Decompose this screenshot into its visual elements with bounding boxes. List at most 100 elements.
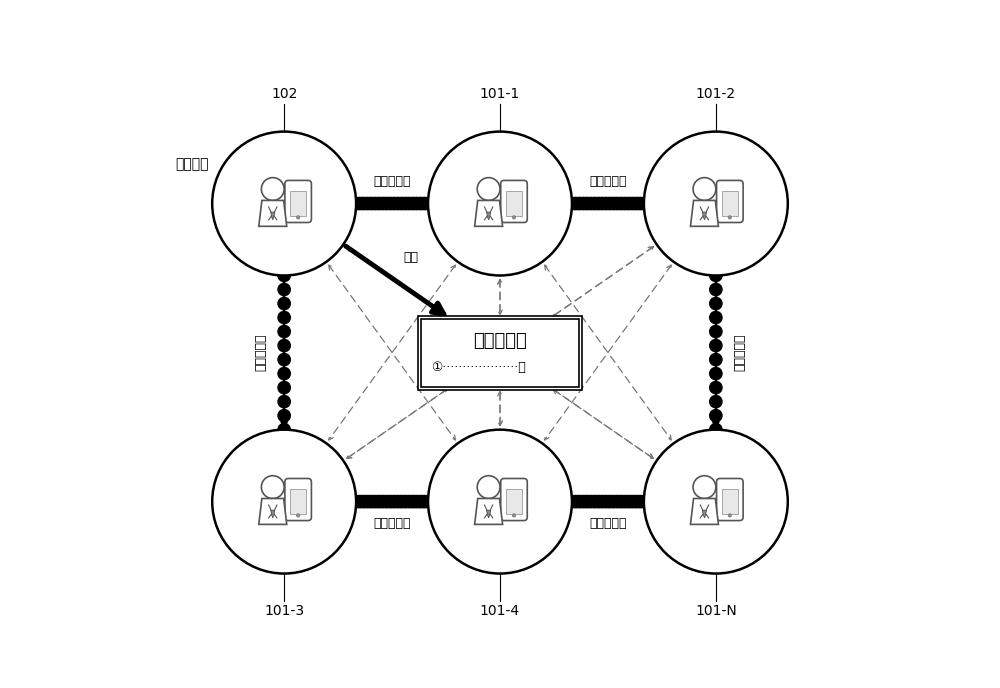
FancyBboxPatch shape <box>506 191 522 215</box>
Circle shape <box>278 409 290 422</box>
Text: 连接: 连接 <box>404 251 419 264</box>
Circle shape <box>261 475 284 499</box>
Text: 101-4: 101-4 <box>480 604 520 619</box>
Circle shape <box>566 495 578 508</box>
Circle shape <box>278 325 290 338</box>
Circle shape <box>592 495 605 508</box>
Circle shape <box>710 367 722 380</box>
Circle shape <box>477 178 500 200</box>
Text: 101-2: 101-2 <box>696 87 736 100</box>
Polygon shape <box>702 510 707 518</box>
Circle shape <box>399 197 411 210</box>
Circle shape <box>611 495 624 508</box>
Circle shape <box>428 429 572 574</box>
Text: 认证服务器: 认证服务器 <box>473 332 527 350</box>
Circle shape <box>710 424 722 436</box>
Circle shape <box>619 495 631 508</box>
Circle shape <box>577 495 589 508</box>
Circle shape <box>596 197 608 210</box>
Circle shape <box>418 197 430 210</box>
Text: ①···················Ⓝ: ①···················Ⓝ <box>431 361 525 374</box>
Circle shape <box>384 197 396 210</box>
Circle shape <box>278 269 290 281</box>
Circle shape <box>589 197 601 210</box>
Circle shape <box>573 495 586 508</box>
Circle shape <box>418 495 430 508</box>
Polygon shape <box>259 200 287 226</box>
Circle shape <box>634 197 646 210</box>
Circle shape <box>278 396 290 408</box>
Circle shape <box>414 495 427 508</box>
Circle shape <box>358 495 370 508</box>
Circle shape <box>369 197 381 210</box>
Circle shape <box>278 367 290 380</box>
Circle shape <box>380 495 393 508</box>
FancyBboxPatch shape <box>418 316 582 390</box>
Circle shape <box>710 339 722 352</box>
Circle shape <box>212 131 356 275</box>
Circle shape <box>710 381 722 394</box>
Circle shape <box>388 495 400 508</box>
Circle shape <box>728 216 731 219</box>
Circle shape <box>361 495 374 508</box>
Circle shape <box>411 197 423 210</box>
Circle shape <box>710 312 722 323</box>
Polygon shape <box>271 510 275 518</box>
Circle shape <box>710 396 722 408</box>
Circle shape <box>376 197 389 210</box>
Circle shape <box>644 429 788 574</box>
Text: 有效性验证: 有效性验证 <box>589 517 627 530</box>
Circle shape <box>350 197 362 210</box>
Circle shape <box>212 429 356 574</box>
Circle shape <box>604 495 616 508</box>
Circle shape <box>477 475 500 499</box>
Circle shape <box>634 495 646 508</box>
Polygon shape <box>702 212 707 220</box>
Circle shape <box>395 495 408 508</box>
Text: 101-1: 101-1 <box>480 87 520 100</box>
Circle shape <box>600 495 612 508</box>
Circle shape <box>577 197 589 210</box>
Polygon shape <box>690 499 718 524</box>
Circle shape <box>365 495 377 508</box>
Circle shape <box>350 495 362 508</box>
Circle shape <box>600 197 612 210</box>
Polygon shape <box>487 212 491 220</box>
Circle shape <box>573 197 586 210</box>
Polygon shape <box>259 499 287 524</box>
Circle shape <box>589 495 601 508</box>
Polygon shape <box>487 510 491 518</box>
Circle shape <box>392 495 404 508</box>
Circle shape <box>365 197 377 210</box>
Circle shape <box>581 495 593 508</box>
Circle shape <box>693 178 716 200</box>
Circle shape <box>278 283 290 296</box>
Text: 有效性验证: 有效性验证 <box>733 334 746 372</box>
Polygon shape <box>271 212 275 220</box>
Circle shape <box>611 197 624 210</box>
Circle shape <box>644 131 788 275</box>
Circle shape <box>278 297 290 310</box>
Circle shape <box>638 495 650 508</box>
Circle shape <box>581 197 593 210</box>
Circle shape <box>710 283 722 296</box>
Circle shape <box>626 197 639 210</box>
Circle shape <box>592 197 605 210</box>
Circle shape <box>278 381 290 394</box>
Circle shape <box>354 197 366 210</box>
Circle shape <box>585 197 597 210</box>
Circle shape <box>376 495 389 508</box>
Text: 102: 102 <box>271 87 297 100</box>
Circle shape <box>710 409 722 422</box>
Polygon shape <box>475 499 503 524</box>
Text: 有效性验证: 有效性验证 <box>373 175 411 189</box>
FancyBboxPatch shape <box>421 319 579 387</box>
FancyBboxPatch shape <box>722 191 738 215</box>
Circle shape <box>278 312 290 323</box>
Text: 101-N: 101-N <box>695 604 737 619</box>
Circle shape <box>297 216 300 219</box>
Circle shape <box>422 197 434 210</box>
Circle shape <box>623 495 635 508</box>
Circle shape <box>513 216 515 219</box>
Circle shape <box>513 514 515 517</box>
